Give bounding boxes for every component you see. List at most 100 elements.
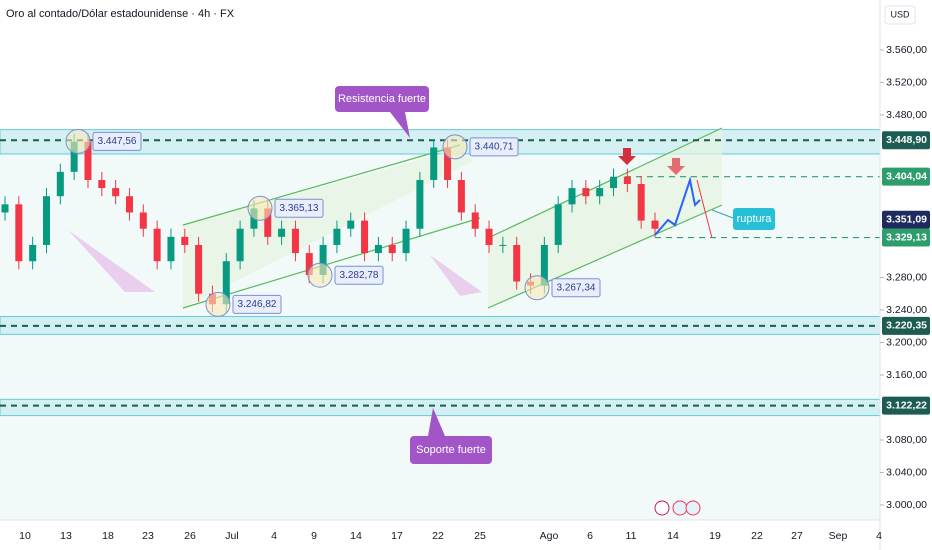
candle-body: [222, 261, 230, 305]
candle-body: [291, 228, 299, 254]
candle-body: [236, 228, 244, 262]
down-arrow: [667, 158, 685, 175]
y-tick-label: 3.280,00: [886, 271, 927, 283]
point-label-box: [551, 278, 601, 298]
event-icon[interactable]: [685, 500, 701, 516]
trend-line: [182, 217, 481, 309]
point-label-box: [334, 265, 384, 285]
header-title: Oro al contado/Dólar estadounidense · 4h…: [6, 8, 235, 20]
x-tick-label: 22: [432, 530, 444, 542]
price-label: [882, 228, 930, 247]
candle-body: [554, 204, 562, 245]
x-tick-label: Sep: [829, 530, 848, 542]
candle-body: [181, 236, 189, 245]
y-tick-label: 3.240,00: [886, 304, 927, 316]
x-tick-label: 19: [709, 530, 721, 542]
candle-body: [444, 147, 452, 180]
candle-body: [610, 176, 618, 189]
currency-button[interactable]: [884, 5, 916, 25]
callout-text: Resistencia fuerte: [338, 93, 426, 105]
callout: [410, 436, 492, 464]
point-label-box: [92, 131, 142, 151]
candle-body: [651, 220, 659, 229]
callout: [335, 86, 429, 112]
candle-body: [112, 188, 120, 197]
point-label: 3.440,71: [475, 142, 514, 153]
candle-body: [264, 208, 272, 237]
x-tick-label: 18: [102, 530, 114, 542]
point-label-box: [232, 294, 282, 314]
trend-line: [182, 144, 461, 226]
x-tick-label: 27: [791, 530, 803, 542]
event-icon[interactable]: [672, 500, 688, 516]
candle-body: [139, 212, 147, 229]
currency: USD: [890, 9, 910, 19]
x-tick-label: 4: [876, 530, 882, 542]
y-tick-label: 3.080,00: [886, 434, 927, 446]
zone: [0, 129, 881, 155]
forecast: [696, 179, 713, 239]
point-label-box: [274, 198, 324, 218]
candle-body: [485, 228, 493, 245]
candle-body: [29, 244, 37, 262]
price-label: [882, 396, 930, 415]
highlight: [205, 291, 231, 317]
point-label: 3.447,56: [98, 136, 137, 147]
x-tick-label: 13: [60, 530, 72, 542]
callout-tail: [428, 408, 445, 436]
candle-body: [15, 204, 23, 262]
y-tick-label: 3.200,00: [886, 336, 927, 348]
x-tick-label: 25: [474, 530, 486, 542]
x-tick-label: 22: [751, 530, 763, 542]
forecast: [654, 176, 701, 236]
candle-body: [430, 147, 438, 180]
candle-body: [361, 220, 369, 254]
price-label-text: 3.220,35: [886, 320, 927, 332]
callout-text: ruptura: [737, 213, 773, 225]
candle-body: [623, 176, 631, 185]
x-tick-label: 23: [142, 530, 154, 542]
price-label: [882, 167, 930, 186]
arrow: [68, 230, 155, 292]
x-tick-label: 26: [184, 530, 196, 542]
candle-body: [56, 171, 64, 197]
y-tick-label: 3.160,00: [886, 369, 927, 381]
x-tick-label: 17: [391, 530, 403, 542]
point-label: 3.267,34: [557, 282, 596, 293]
candle-body: [195, 244, 203, 294]
candle-body: [374, 244, 382, 254]
arrow: [430, 255, 482, 296]
candle-body: [499, 244, 507, 246]
highlight: [247, 195, 273, 221]
candle-body: [402, 228, 410, 254]
candle-body: [1, 204, 9, 213]
candle-body: [98, 179, 106, 189]
candle-body: [596, 188, 604, 197]
candle-body: [637, 184, 645, 221]
y-tick-label: 3.480,00: [886, 109, 927, 121]
y-tick-label: 3.000,00: [886, 499, 927, 511]
price-label-text: 3.122,22: [886, 399, 927, 411]
x-tick-label: 6: [587, 530, 593, 542]
candle-body: [457, 179, 465, 213]
candle-body: [305, 253, 313, 276]
event-icon[interactable]: [654, 500, 670, 516]
callout-tail: [390, 112, 410, 138]
x-tick-label: 10: [19, 530, 31, 542]
x-tick-label: 14: [350, 530, 362, 542]
x-tick-label: 11: [626, 530, 637, 542]
candle-body: [471, 212, 479, 229]
callout: [733, 208, 775, 230]
point-label: 3.282,78: [340, 270, 379, 281]
down-arrow: [618, 148, 636, 165]
price-label-text: 3.329,13: [886, 231, 927, 243]
y-tick-label: 3.520,00: [886, 76, 927, 88]
price-label-text: 3.448,90: [886, 134, 927, 146]
price-label: [882, 210, 930, 229]
zone: [0, 398, 881, 417]
candle-body: [513, 244, 521, 282]
x-tick-label: Jul: [225, 530, 238, 542]
price-label-text: 3.404,04: [886, 170, 927, 182]
candle-body: [582, 188, 590, 197]
